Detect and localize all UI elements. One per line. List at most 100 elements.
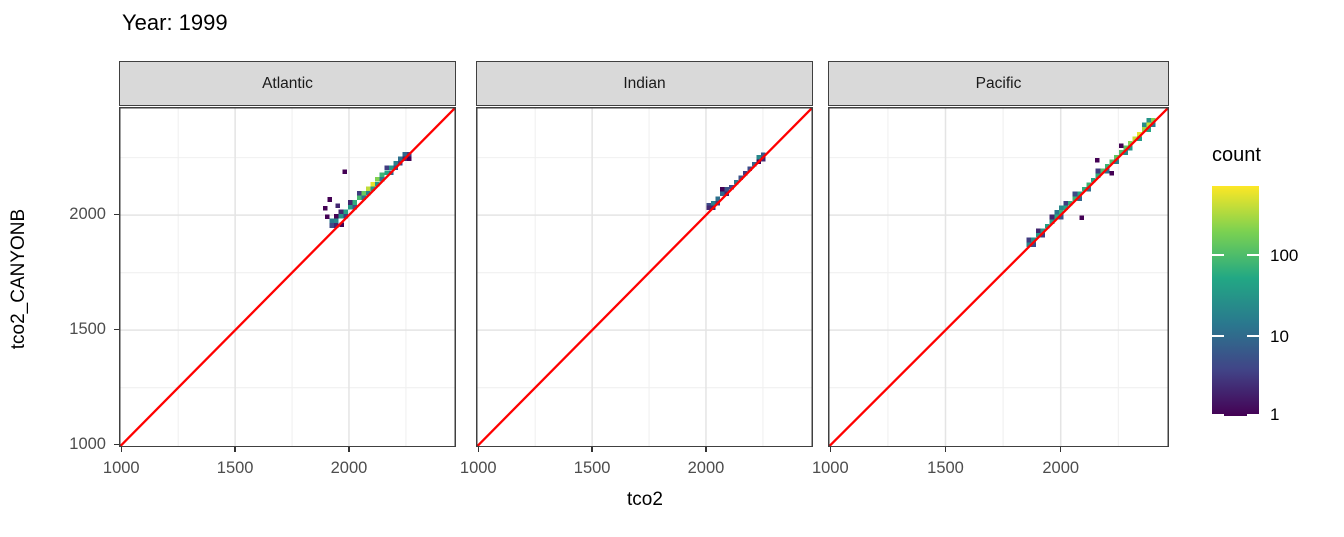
bin-cell	[738, 175, 743, 180]
bin-cell	[1114, 158, 1119, 164]
y-axis-title: tco2_CANYONB	[8, 208, 29, 350]
bin-cell	[366, 185, 371, 191]
bin-cell	[1151, 117, 1156, 123]
bin-cell	[720, 186, 725, 192]
bin-cell	[761, 156, 766, 162]
x-tick-label: 2000	[330, 459, 368, 477]
bin-cell	[1026, 241, 1032, 247]
x-axis-title: tco2	[627, 489, 663, 510]
x-tick-label: 2000	[1042, 459, 1080, 477]
bin-cell	[1091, 177, 1096, 182]
bin-cell	[397, 155, 403, 161]
bin-cell	[339, 222, 344, 227]
legend-title: count	[1212, 144, 1261, 166]
x-tick-label: 1000	[811, 459, 849, 477]
panel-border	[119, 106, 456, 447]
legend-colorbar	[1212, 186, 1259, 416]
bin-cell	[327, 196, 332, 202]
bin-cell	[1054, 214, 1059, 219]
bin-cell	[375, 181, 380, 186]
bin-cell	[1118, 149, 1124, 155]
x-tick-label: 1000	[102, 459, 140, 477]
bin-cell	[1104, 168, 1110, 173]
bin-cell	[1141, 126, 1147, 132]
bin-cell	[756, 154, 762, 159]
y-tick-label: 1000	[69, 435, 106, 454]
bin-cell	[1058, 209, 1064, 215]
bin-cell	[1109, 170, 1115, 176]
bin-cell	[1094, 157, 1100, 163]
legend-tick	[1247, 335, 1259, 337]
bin-cell	[1123, 145, 1128, 150]
legend-tick	[1212, 413, 1224, 416]
bin-cell	[706, 202, 711, 208]
bin-cell	[1077, 191, 1082, 196]
facet-strip-label: Pacific	[975, 74, 1022, 92]
panel-pacific	[828, 106, 1169, 447]
bin-cell	[1079, 215, 1085, 220]
bin-cell	[1118, 142, 1124, 148]
bin-cell	[1026, 237, 1032, 242]
bin-cell	[1081, 186, 1087, 192]
bin-cell	[1146, 126, 1152, 132]
bin-cell	[388, 165, 394, 170]
bin-cell	[1063, 200, 1069, 205]
bin-cell	[1049, 214, 1055, 219]
x-tick-mark	[591, 447, 593, 452]
legend-tick-label: 1	[1270, 405, 1280, 425]
bin-cell	[352, 204, 357, 209]
bin-cell	[1068, 200, 1073, 205]
x-tick-label: 1500	[927, 459, 964, 477]
legend-tick-label: 10	[1270, 326, 1289, 346]
bin-cell	[384, 165, 389, 170]
bin-cell	[742, 170, 748, 176]
x-tick-mark	[120, 447, 123, 452]
bin-cell	[352, 199, 357, 205]
bin-cell	[370, 181, 376, 186]
facet-strip-label: Atlantic	[262, 74, 313, 92]
bin-cell	[338, 213, 344, 219]
bin-cell	[706, 204, 711, 210]
bin-cell	[729, 184, 734, 189]
bin-cell	[335, 203, 340, 208]
bin-cell	[1086, 186, 1092, 192]
bin-cell	[761, 152, 766, 157]
x-tick-label: 1500	[573, 459, 611, 477]
bin-cell	[1132, 135, 1138, 141]
legend-tick	[1212, 335, 1224, 337]
bin-cell	[1035, 232, 1041, 238]
bin-cell	[1040, 227, 1046, 233]
bin-cell	[710, 200, 716, 205]
identity-line	[476, 106, 813, 447]
panel-indian	[476, 106, 813, 447]
bin-cell	[1095, 172, 1101, 178]
bin-cell	[733, 179, 739, 185]
bin-cell	[1123, 149, 1128, 155]
x-tick-mark	[944, 447, 947, 452]
bin-cell	[322, 205, 328, 211]
bin-cell	[1035, 227, 1041, 233]
identity-line	[828, 106, 1169, 447]
bin-cell	[1127, 145, 1133, 150]
legend-tick	[1212, 254, 1224, 257]
bin-cell	[347, 204, 353, 209]
facet-strip-atlantic: Atlantic	[119, 61, 456, 106]
y-tick-mark	[114, 328, 119, 331]
bin-cell	[1151, 122, 1156, 127]
bin-cell	[379, 176, 385, 182]
bin-cell	[720, 191, 725, 196]
x-tick-label: 2000	[687, 459, 725, 477]
bin-cell	[1146, 122, 1152, 127]
bin-cell	[1104, 163, 1110, 169]
bin-cell	[1054, 209, 1059, 215]
bin-cell	[1072, 191, 1078, 196]
bin-cell	[1031, 241, 1036, 247]
legend-tick	[1247, 254, 1259, 257]
plot-title: Year: 1999	[122, 10, 228, 35]
bin-cell	[1137, 135, 1142, 141]
bin-cell	[1077, 195, 1082, 201]
bin-cell	[1127, 140, 1133, 146]
bin-cell	[1040, 232, 1046, 238]
bin-cell	[384, 169, 389, 175]
